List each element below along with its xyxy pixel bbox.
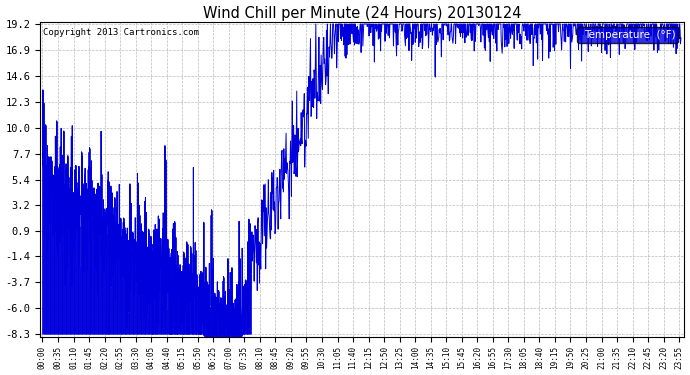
Legend: Temperature  (°F): Temperature (°F) — [578, 27, 678, 43]
Text: Copyright 2013 Cartronics.com: Copyright 2013 Cartronics.com — [43, 28, 199, 37]
Title: Wind Chill per Minute (24 Hours) 20130124: Wind Chill per Minute (24 Hours) 2013012… — [203, 6, 521, 21]
